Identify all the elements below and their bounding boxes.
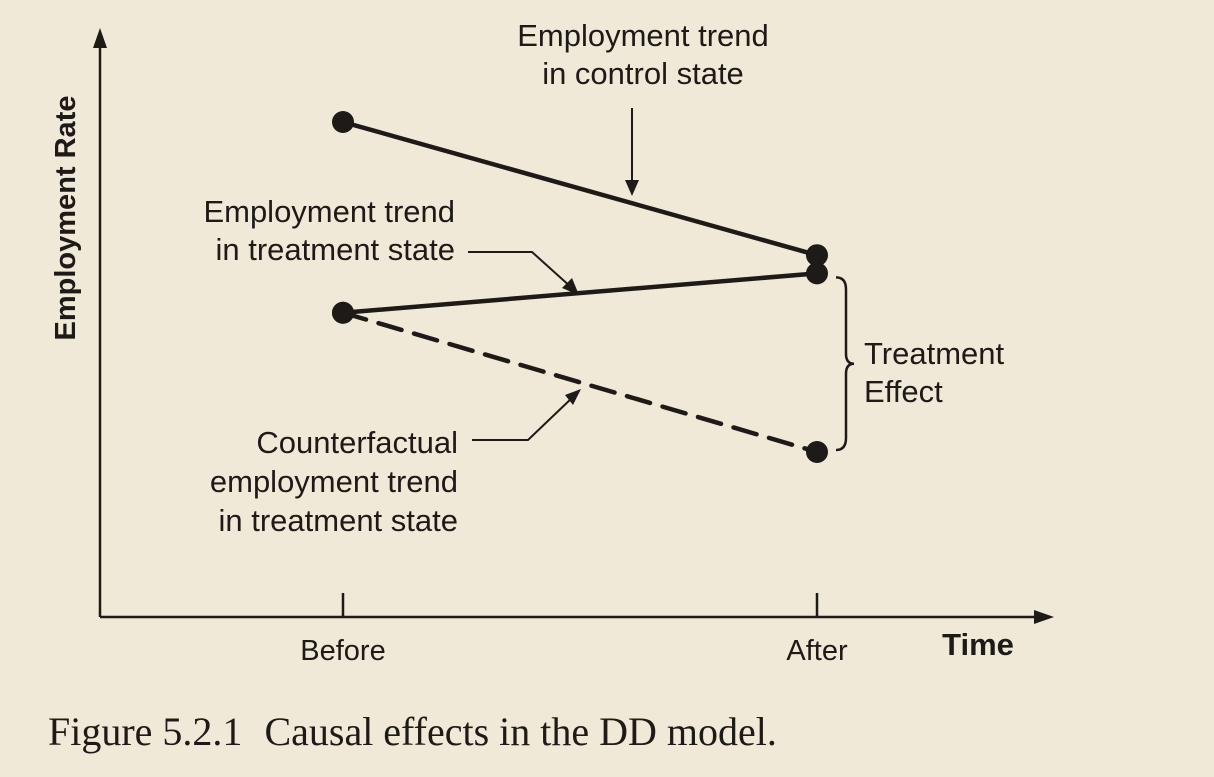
control-pointer-arrowhead (625, 180, 639, 196)
counterfactual-pointer-arrowhead (565, 389, 581, 405)
annotation-control: Employment trend in control state (517, 18, 769, 91)
caption-number: Figure 5.2.1 (48, 709, 243, 754)
series-treatment-line (340, 271, 820, 315)
treatment-effect-brace (835, 276, 855, 452)
series-counterfactual-point-after (806, 441, 828, 463)
y-axis-label: Employment Rate (50, 96, 82, 341)
caption-text: Causal effects in the DD model. (264, 709, 777, 754)
series-treatment-point-after (806, 262, 828, 285)
annotation-treatment: Employment trend in treatment state (203, 194, 455, 267)
series-control-point-after (806, 244, 828, 267)
series-counterfactual-point-before (332, 301, 354, 324)
series-control-point-before (332, 111, 354, 133)
x-axis-arrow (1034, 610, 1054, 624)
figure-caption: Figure 5.2.1 Causal effects in the DD mod… (48, 708, 777, 755)
treatment-pointer-line (468, 251, 573, 289)
series-counterfactual-line (340, 310, 820, 455)
counterfactual-pointer-line (472, 395, 575, 441)
annotation-treatment-effect: Treatment Effect (864, 336, 1005, 409)
treatment-pointer-arrowhead (562, 278, 579, 295)
x-tick-label-before: Before (300, 635, 385, 667)
x-axis-label: Time (942, 627, 1014, 662)
y-axis-arrow (93, 28, 107, 48)
series-control-line (340, 119, 820, 258)
annotation-counterfactual: Counterfactual employment trend in treatme… (210, 425, 458, 538)
chart-plot: Before After Time Employment Rate Employment… (50, 18, 1054, 667)
x-tick-label-after: After (786, 635, 848, 667)
